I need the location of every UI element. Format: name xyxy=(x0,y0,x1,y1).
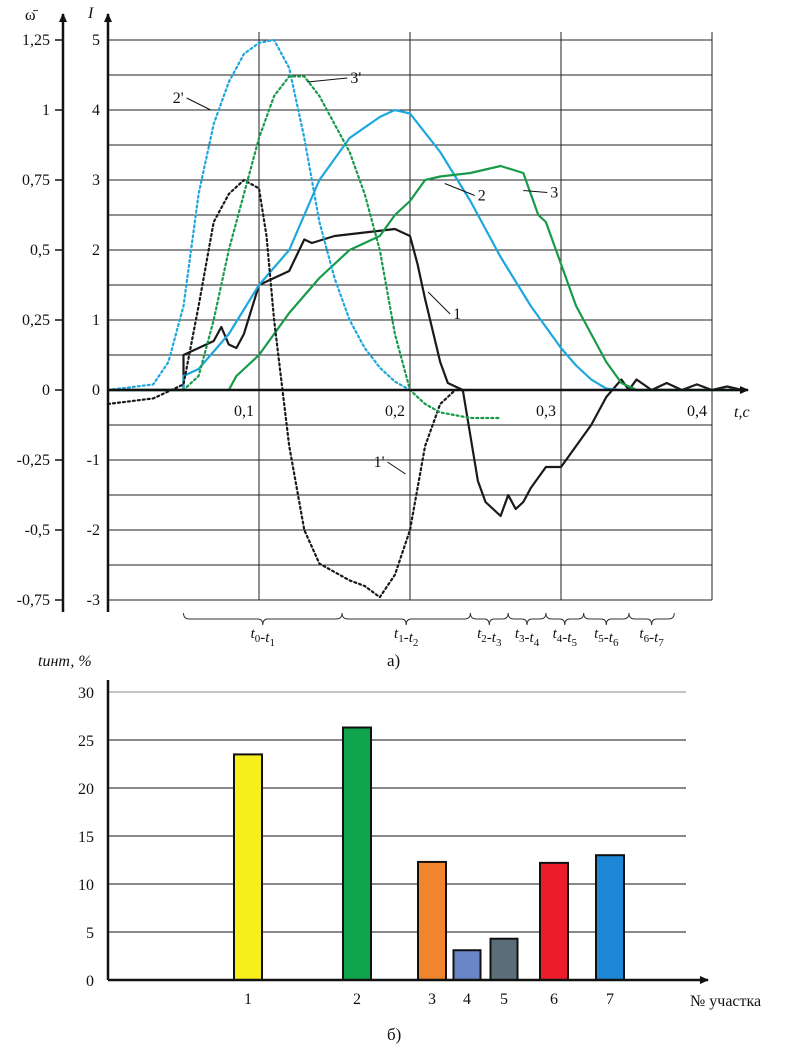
interval-brace xyxy=(341,612,471,626)
series-label-leader xyxy=(387,461,406,475)
time-tick-label: 0,1 xyxy=(234,403,254,420)
omega-axis-title: ω̄ xyxy=(25,7,39,24)
bar-y-tick-label: 30 xyxy=(78,685,94,702)
omega-tick-label: 0,75 xyxy=(22,172,50,189)
series-label: 2 xyxy=(478,188,486,205)
bar-category-label: 3 xyxy=(428,991,436,1008)
current-tick-label: -2 xyxy=(87,522,100,539)
interval-label: t6-t7 xyxy=(639,626,664,649)
interval-brace xyxy=(583,612,630,626)
series-labels: 1 2 3 1' 2' 3' xyxy=(173,70,558,475)
bar-chart: 1 2 3 4 5 6 7 0 5 10 15 20 25 30 tинт, % № участка б) xyxy=(38,653,761,1044)
bar-y-tick-label: 10 xyxy=(78,877,94,894)
bar-y-tick-label: 15 xyxy=(78,829,94,846)
line-chart: t0-t1 t1-t2 t2-t3 t3-t4 t4-t5 t5-t6 t6-t7 1,25… xyxy=(17,5,750,670)
interval-label: t5-t6 xyxy=(594,626,619,649)
bar-2 xyxy=(342,726,372,982)
time-tick-label: 0,3 xyxy=(536,403,556,420)
series-label-leader xyxy=(307,77,348,83)
omega-tick-label: -0,75 xyxy=(17,592,50,609)
current-tick-label: -1 xyxy=(87,452,100,469)
bar-y-axis-title: tинт, % xyxy=(38,653,92,670)
bar-7 xyxy=(595,854,625,982)
line-chart-ticks: 1,25 1 0,75 0,5 0,25 0 -0,25 -0,5 -0,75 5 4 3 2 1 0 -1 -… xyxy=(17,32,707,609)
interval-label: t3-t4 xyxy=(515,626,540,649)
time-tick-label: 0,2 xyxy=(385,403,405,420)
series-label: 2' xyxy=(173,90,184,107)
interval-label: t0-t1 xyxy=(251,626,275,649)
omega-tick-label: 0 xyxy=(42,382,50,399)
bar-chart-bars xyxy=(233,726,625,982)
bar-chart-axes xyxy=(106,680,709,984)
omega-tick-label: 1 xyxy=(42,102,50,119)
series-line-3 xyxy=(108,164,743,392)
bar-category-label: 6 xyxy=(550,991,558,1008)
chart-a-caption: а) xyxy=(387,651,400,670)
current-tick-label: 5 xyxy=(92,32,100,49)
current-tick-label: 2 xyxy=(92,242,100,259)
current-tick-label: 4 xyxy=(92,102,100,119)
series-label-leader xyxy=(427,291,451,315)
current-tick-label: 3 xyxy=(92,172,100,189)
current-tick-label: 1 xyxy=(92,312,100,329)
bar-category-label: 4 xyxy=(463,991,471,1008)
series-label: 1' xyxy=(374,454,385,471)
bar-category-label: 7 xyxy=(606,991,614,1008)
series-line-2prime xyxy=(106,38,442,392)
omega-tick-label: -0,25 xyxy=(17,452,50,469)
series-line-2 xyxy=(108,108,743,392)
current-tick-label: -3 xyxy=(87,592,100,609)
interval-label: t1-t2 xyxy=(394,626,418,649)
interval-brace xyxy=(628,612,675,626)
series-label: 3 xyxy=(550,185,558,202)
series-line-1 xyxy=(108,227,743,518)
current-tick-label: 0 xyxy=(92,382,100,399)
bar-4 xyxy=(452,949,482,981)
line-chart-grid xyxy=(108,32,713,601)
bar-y-tick-label: 25 xyxy=(78,733,94,750)
omega-tick-label: 0,25 xyxy=(22,312,50,329)
time-axis-title: t,с xyxy=(734,404,750,421)
bar-category-label: 2 xyxy=(353,991,361,1008)
bar-chart-ticks: 1 2 3 4 5 6 7 0 5 10 15 20 25 30 xyxy=(78,685,614,1008)
time-tick-label: 0,4 xyxy=(687,403,707,420)
series-label-leader xyxy=(444,183,475,196)
bar-3 xyxy=(417,860,447,981)
series-line-3prime xyxy=(106,75,502,420)
series-label-leader xyxy=(186,97,211,111)
interval-brace xyxy=(183,612,343,626)
series-label-leader xyxy=(523,190,548,193)
interval-brace xyxy=(545,612,585,626)
series-line-1prime xyxy=(106,178,472,599)
interval-brace xyxy=(507,612,547,626)
bar-chart-grid xyxy=(108,691,686,933)
series-label: 1 xyxy=(453,306,461,323)
bar-y-tick-label: 20 xyxy=(78,781,94,798)
time-intervals: t0-t1 t1-t2 t2-t3 t3-t4 t4-t5 t5-t6 t6-t7 xyxy=(183,612,675,649)
bar-6 xyxy=(539,861,569,982)
bar-category-label: 5 xyxy=(500,991,508,1008)
interval-label: t4-t5 xyxy=(553,626,578,649)
bar-category-label: 1 xyxy=(244,991,252,1008)
bar-x-axis-title: № участка xyxy=(690,993,761,1010)
bar-5 xyxy=(489,937,519,981)
omega-tick-label: 1,25 xyxy=(22,32,50,49)
interval-label: t2-t3 xyxy=(477,626,502,649)
series-label: 3' xyxy=(350,70,361,87)
chart-b-caption: б) xyxy=(387,1025,401,1044)
bar-y-tick-label: 5 xyxy=(86,925,94,942)
line-chart-axes xyxy=(59,13,749,612)
current-axis-title: I xyxy=(87,5,94,22)
interval-brace xyxy=(469,612,509,626)
bar-y-tick-label: 0 xyxy=(86,973,94,990)
omega-tick-label: 0,5 xyxy=(30,242,50,259)
omega-tick-label: -0,5 xyxy=(25,522,50,539)
bar-1 xyxy=(233,753,263,982)
line-chart-series xyxy=(106,38,743,599)
